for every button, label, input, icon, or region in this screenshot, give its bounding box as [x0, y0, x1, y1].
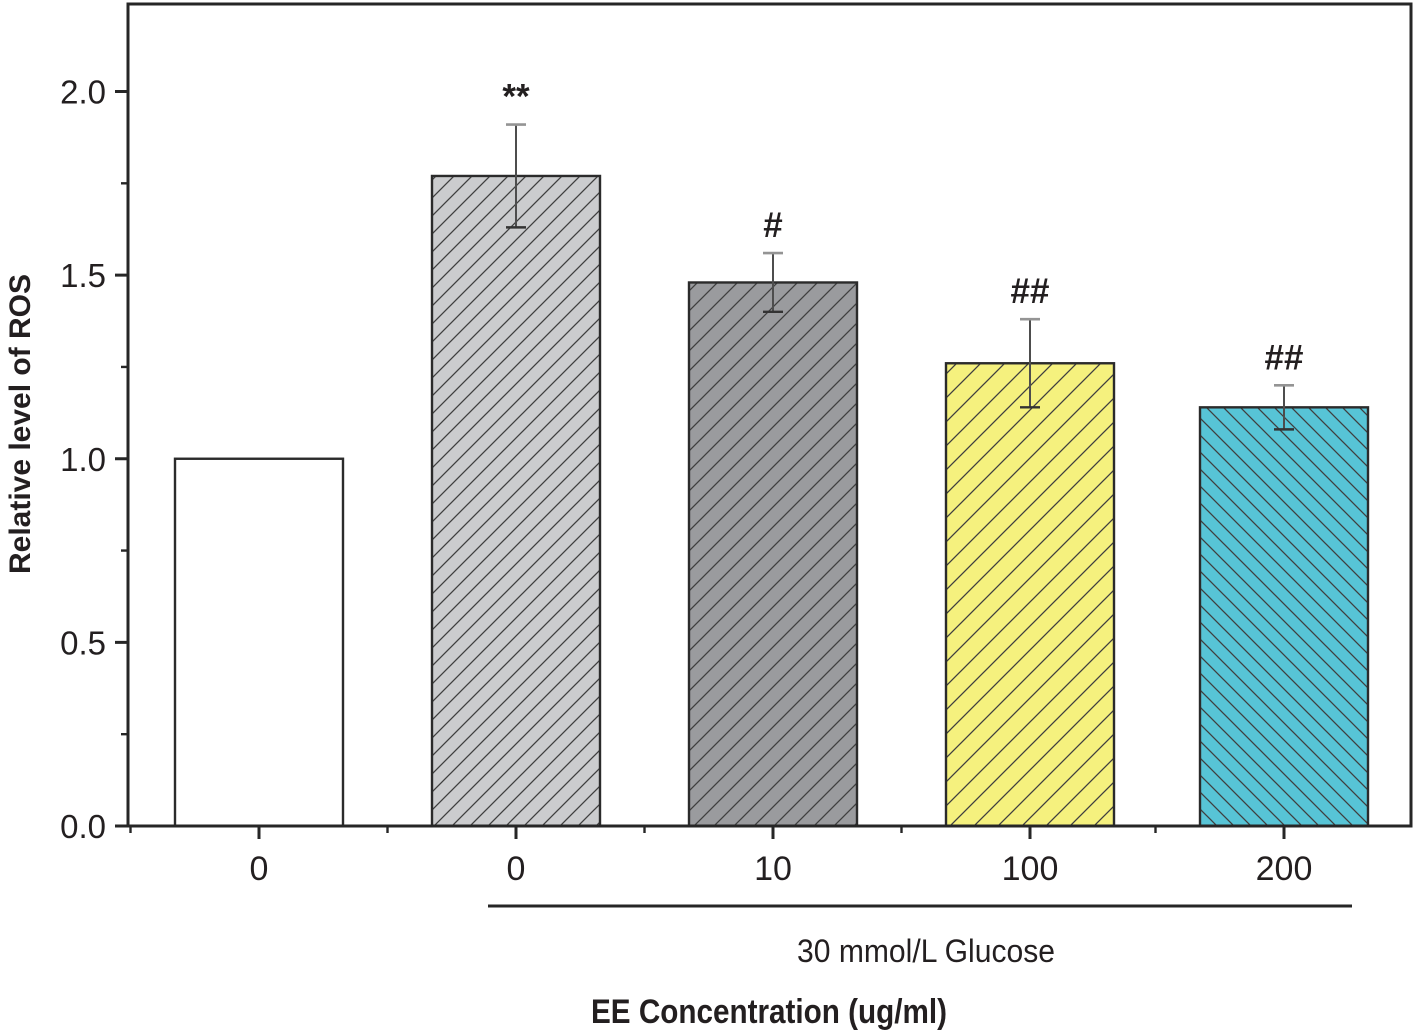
- bar: [430, 174, 602, 828]
- significance-label: ##: [1011, 272, 1050, 311]
- plot-frame: [126, 2, 1413, 828]
- error-bars-layer: [506, 123, 1294, 431]
- group-bracket-label: 30 mmol/L Glucose: [797, 933, 1055, 969]
- axes-layer: [115, 2, 1413, 839]
- significance-label: **: [502, 78, 530, 117]
- y-tick-label: 0.0: [60, 808, 106, 845]
- tick-labels-layer: 0.0 0.5 1.0 1.5 2.0 0 0 10 100 200: [60, 74, 1312, 889]
- significance-annotations-layer: **#####: [502, 78, 1303, 378]
- y-tick-label: 0.5: [60, 624, 106, 661]
- significance-label: ##: [1265, 338, 1304, 377]
- x-axis-title: EE Concentration (ug/ml): [591, 993, 947, 1031]
- y-tick-label: 1.0: [60, 441, 106, 478]
- bar: [687, 281, 859, 828]
- x-tick-label: 0: [250, 850, 269, 888]
- bars-layer: [173, 174, 1370, 828]
- bar: [944, 362, 1116, 828]
- y-axis-title: Relative level of ROS: [4, 274, 37, 574]
- bar: [173, 457, 345, 828]
- y-tick-label: 2.0: [60, 74, 106, 111]
- significance-label: #: [763, 206, 782, 245]
- x-tick-label: 200: [1256, 850, 1313, 888]
- bar: [1198, 406, 1370, 828]
- x-tick-label: 100: [1002, 850, 1059, 888]
- x-tick-label: 10: [754, 850, 792, 888]
- x-tick-label: 0: [507, 850, 526, 888]
- y-tick-label: 1.5: [60, 257, 106, 294]
